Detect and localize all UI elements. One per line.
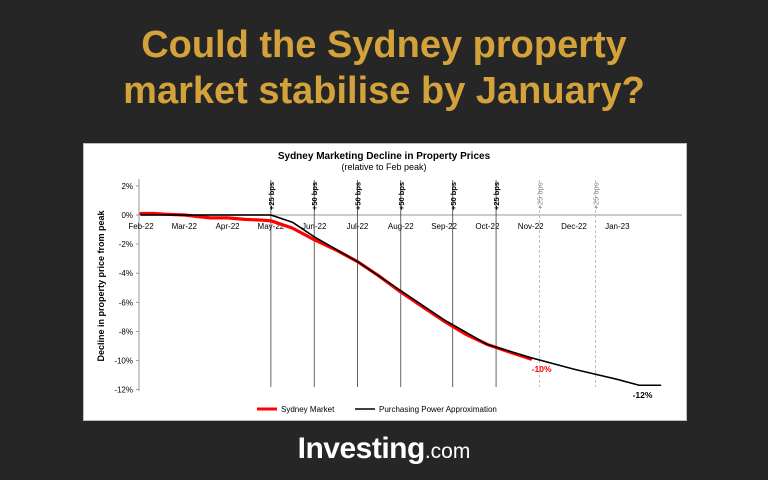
y-tick-label: -12% bbox=[114, 386, 133, 395]
data-label-sydney-market: -10% bbox=[532, 364, 552, 374]
rate-hike-label: +50 bps bbox=[449, 182, 458, 210]
y-tick-label: 0% bbox=[121, 211, 133, 220]
legend-label-sydney-market: Sydney Market bbox=[281, 405, 335, 414]
x-tick-label: Oct-22 bbox=[475, 222, 500, 231]
brand-name: Investing bbox=[297, 432, 426, 465]
x-tick-label: Dec-22 bbox=[561, 222, 587, 231]
rate-hike-label: +50 bps bbox=[310, 182, 319, 210]
rate-hike-label: +25 bps bbox=[535, 182, 544, 209]
series-line-sydney-market bbox=[139, 211, 533, 361]
y-tick-label: -4% bbox=[119, 269, 133, 278]
chart-subtitle: (relative to Feb peak) bbox=[341, 162, 426, 172]
y-tick-label: -2% bbox=[119, 240, 133, 249]
headline: Could the Sydney property market stabili… bbox=[0, 22, 768, 114]
x-tick-label: Feb-22 bbox=[128, 222, 154, 231]
x-tick-label: Nov-22 bbox=[518, 222, 544, 231]
plot-area: 2% 0% -2% -4% -6% -8% -10% -12% Feb-22 Mar-22 Apr-… bbox=[114, 179, 682, 400]
x-tick-label: Mar-22 bbox=[172, 222, 198, 231]
y-tick-label: -8% bbox=[119, 327, 133, 336]
series-line-purchasing-power-overlay bbox=[141, 214, 661, 386]
rate-hike-label: +50 bps bbox=[397, 182, 406, 210]
rate-hike-label: +25 bps bbox=[592, 182, 601, 209]
y-tick-label: -10% bbox=[114, 357, 133, 366]
y-axis-label: Decline in property price from peak bbox=[96, 209, 106, 361]
headline-line-1: Could the Sydney property bbox=[141, 24, 627, 66]
chart-panel: Sydney Marketing Decline in Property Pri… bbox=[83, 143, 687, 421]
brand-suffix: .com bbox=[424, 440, 471, 463]
rate-hike-label: +25 bps bbox=[267, 182, 276, 210]
x-tick-label: Sep-22 bbox=[431, 222, 457, 231]
x-tick-label: Apr-22 bbox=[216, 222, 241, 231]
legend-label-purchasing-power: Purchasing Power Approximation bbox=[379, 405, 497, 414]
chart-title: Sydney Marketing Decline in Property Pri… bbox=[278, 151, 491, 162]
rate-hike-label: +50 bps bbox=[354, 182, 363, 210]
headline-line-2: market stabilise by January? bbox=[123, 70, 645, 112]
legend: Sydney Market Purchasing Power Approxima… bbox=[257, 405, 497, 414]
x-tick-label: Jan-23 bbox=[605, 222, 630, 231]
investing-logo: Investing.com bbox=[0, 432, 768, 466]
rate-hike-label: +25 bps bbox=[492, 182, 501, 210]
data-label-purchasing-power: -12% bbox=[633, 390, 653, 400]
y-tick-label: -6% bbox=[119, 298, 133, 307]
chart-svg: Sydney Marketing Decline in Property Pri… bbox=[96, 151, 682, 414]
y-tick-label: 2% bbox=[121, 182, 133, 191]
